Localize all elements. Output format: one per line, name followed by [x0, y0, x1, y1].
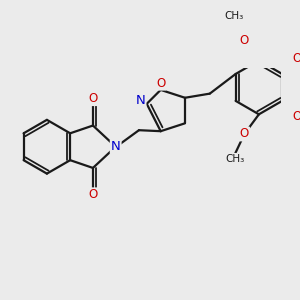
Text: O: O	[292, 110, 300, 123]
Text: O: O	[88, 92, 98, 105]
Text: O: O	[88, 188, 98, 201]
Text: N: N	[111, 140, 121, 153]
Text: O: O	[240, 128, 249, 140]
Text: CH₃: CH₃	[226, 154, 245, 164]
Text: O: O	[292, 52, 300, 65]
Text: N: N	[136, 94, 146, 107]
Text: O: O	[240, 34, 249, 47]
Text: O: O	[156, 77, 165, 90]
Text: CH₃: CH₃	[224, 11, 244, 21]
